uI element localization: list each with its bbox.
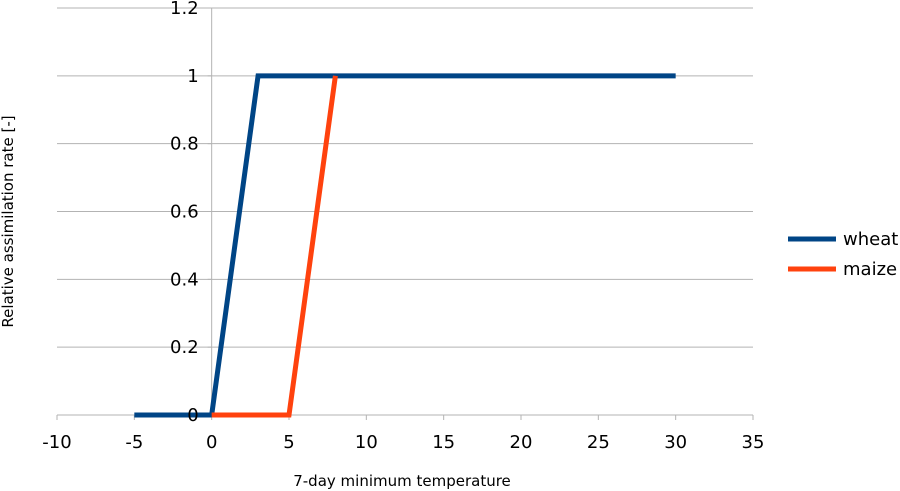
x-tick-label: 35 (742, 432, 765, 453)
x-tick-label: 10 (355, 432, 378, 453)
legend-label-wheat: wheat (843, 229, 898, 250)
x-tick-label: -5 (125, 432, 143, 453)
x-tick-label: 30 (664, 432, 687, 453)
y-tick-label: 1.2 (170, 0, 199, 19)
y-tick-label: 0 (187, 405, 198, 426)
y-tick-label: 0.4 (170, 269, 199, 290)
legend-label-maize: maize (843, 259, 897, 280)
x-tick-label: 0 (206, 432, 217, 453)
gridlines (57, 7, 753, 348)
legend: wheat maize (788, 229, 898, 280)
y-tick-label: 1 (187, 66, 198, 87)
series-line-wheat (134, 73, 676, 418)
axes (56, 7, 754, 420)
x-tick-label: 25 (587, 432, 610, 453)
x-tick-label: 15 (432, 432, 455, 453)
series-lines (134, 73, 676, 418)
y-tick-label: 0.2 (170, 337, 199, 358)
y-axis-title: Relative assimilation rate [-] (0, 115, 17, 327)
x-tick-label: 5 (283, 432, 294, 453)
series-line-maize (211, 75, 338, 418)
x-axis-title: 7-day minimum temperature (293, 472, 511, 490)
y-tick-label: 0.8 (170, 134, 199, 155)
x-tick-label: -10 (42, 432, 71, 453)
y-tick-label: 0.6 (170, 202, 199, 223)
x-tick-label: 20 (510, 432, 533, 453)
tick-labels: 0 0.2 0.4 0.6 0.8 1 1.2 -10 -5 0 5 10 15 20 25 30 35 (42, 0, 764, 453)
